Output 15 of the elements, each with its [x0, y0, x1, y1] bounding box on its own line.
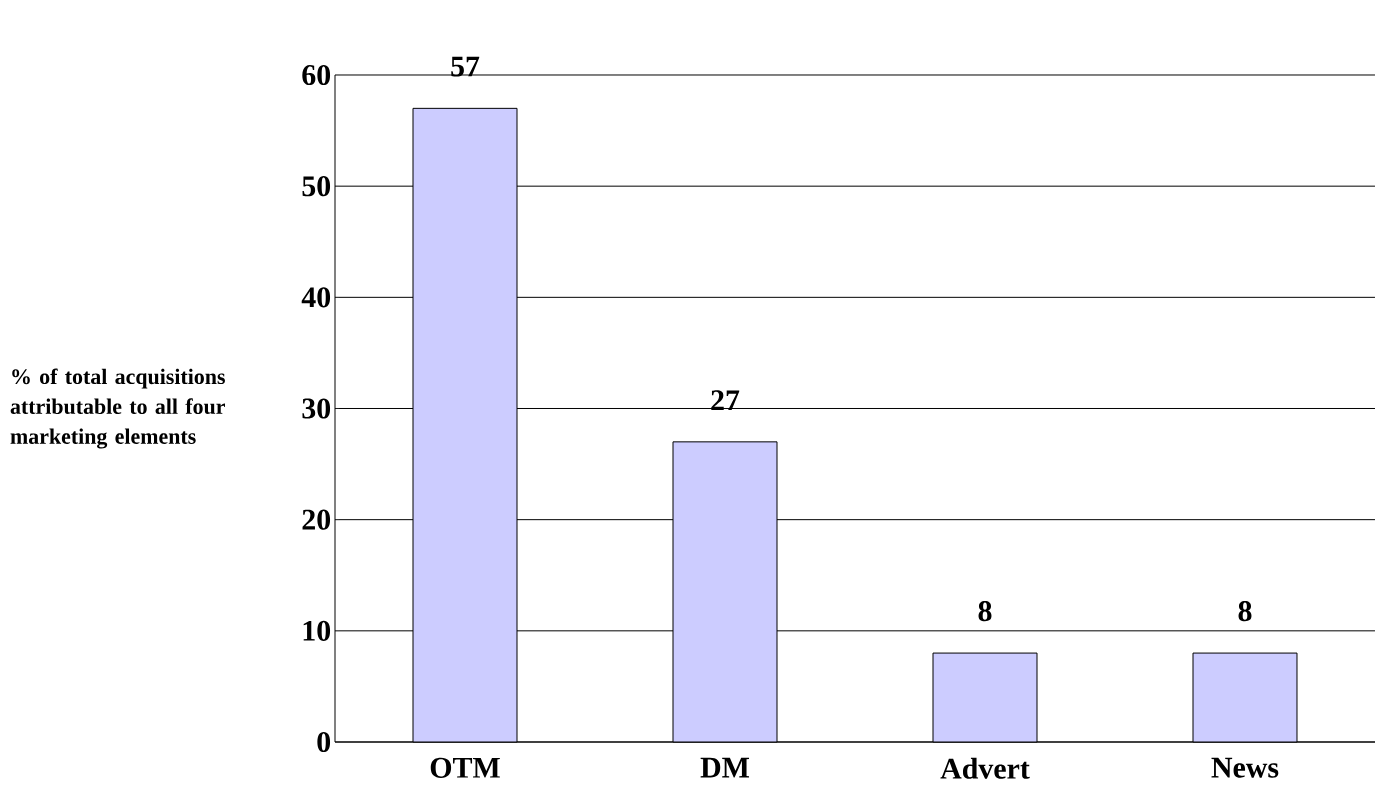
y-tick-label: 0 [317, 731, 331, 753]
y-tick-label: 20 [302, 509, 331, 530]
x-tick-label: DM [700, 757, 750, 778]
x-tick-label: News [1211, 757, 1279, 778]
x-tick-label: OTM [430, 757, 500, 778]
y-tick-label: 50 [302, 176, 331, 197]
data-label: 8 [978, 601, 992, 622]
y-axis-title: % of total acquisitions attributable to all four marketing elements [10, 368, 225, 449]
y-tick-label: 30 [302, 398, 331, 419]
y-tick-label: 10 [303, 620, 331, 641]
data-label: 57 [451, 56, 480, 77]
x-tick-label: Advert [940, 757, 1030, 779]
y-tick-label: 40 [301, 287, 331, 308]
y-tick-label: 60 [302, 64, 331, 86]
data-label: 8 [1238, 601, 1252, 622]
